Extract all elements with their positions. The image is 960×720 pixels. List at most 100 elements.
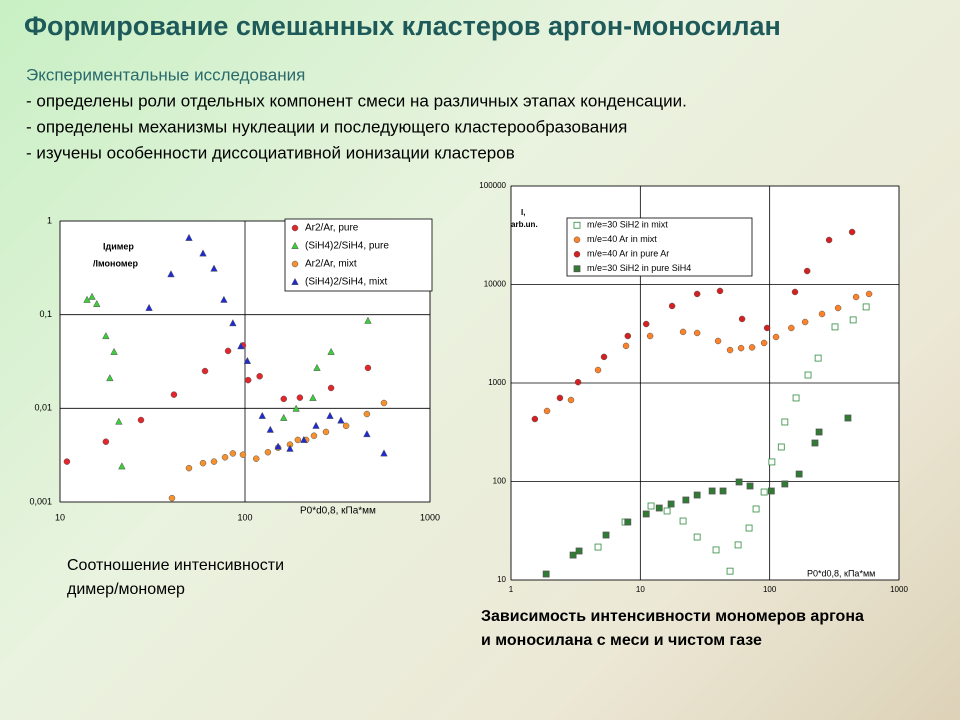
y-tick-label: 0,1 [39, 309, 52, 319]
legend-marker [573, 251, 581, 258]
annotation: I, [521, 208, 525, 217]
point [712, 546, 720, 554]
point [106, 374, 114, 382]
point [243, 356, 252, 364]
y-tick-label: 100 [493, 477, 507, 486]
point [229, 450, 237, 457]
point [767, 487, 775, 495]
point [543, 407, 551, 415]
caption: Соотношение интенсивности [67, 557, 284, 574]
point [737, 344, 745, 352]
point [815, 428, 823, 436]
point [818, 310, 826, 318]
legend-marker [573, 236, 581, 243]
subtitle: Экспериментальные исследования [26, 65, 305, 84]
point [788, 324, 795, 332]
point [734, 541, 742, 549]
point [312, 421, 320, 429]
bullet: - изучены особенности диссоциативной ион… [26, 143, 515, 162]
y-tick-label: 1 [47, 215, 52, 225]
point [556, 394, 564, 402]
point [844, 414, 852, 422]
point [327, 384, 335, 392]
legend-label: Ar2/Ar, mixt [305, 259, 357, 270]
legend-marker [573, 265, 581, 273]
point [63, 458, 71, 465]
point [118, 462, 126, 470]
point [594, 366, 602, 374]
legend-label: m/e=40 Ar in mixt [587, 234, 657, 244]
point [602, 531, 610, 539]
point [327, 347, 335, 355]
point [310, 432, 318, 439]
point [220, 295, 228, 303]
legend-marker [291, 277, 299, 285]
point [748, 344, 756, 351]
y-tick-label: 100000 [479, 181, 506, 190]
point [531, 415, 539, 423]
point [726, 346, 734, 354]
point [726, 567, 734, 575]
point [693, 290, 701, 298]
point [280, 413, 288, 421]
point [224, 347, 232, 355]
y-tick-label: 0,001 [29, 496, 52, 506]
point [663, 507, 671, 515]
point [646, 332, 654, 340]
x-tick-label: 10 [55, 512, 65, 522]
point [735, 478, 743, 486]
point [167, 270, 175, 278]
point [380, 399, 388, 407]
point [865, 290, 873, 298]
caption: и моносилана с меси и чистом газе [481, 632, 762, 649]
x-tick-label: 100 [763, 585, 777, 594]
point [667, 500, 675, 508]
point [258, 411, 266, 419]
point [624, 518, 632, 526]
point [569, 551, 577, 559]
point [322, 428, 330, 436]
point [811, 439, 819, 447]
point [363, 430, 371, 438]
point [693, 491, 701, 499]
point [781, 480, 789, 488]
point [88, 292, 96, 300]
point [738, 315, 746, 323]
point [852, 293, 860, 301]
point [682, 496, 690, 504]
point [337, 416, 345, 424]
point [668, 302, 676, 310]
point [102, 331, 110, 340]
point [274, 442, 282, 450]
point [814, 354, 822, 362]
point [760, 488, 768, 496]
point [170, 391, 178, 398]
point [237, 342, 245, 350]
point [363, 410, 371, 418]
point [575, 547, 583, 555]
x-tick-label: 100 [237, 512, 252, 522]
point [168, 494, 176, 502]
point [244, 376, 252, 384]
point [693, 533, 701, 541]
point [229, 319, 237, 327]
point [286, 444, 294, 452]
x-tick-label: 1000 [890, 585, 908, 594]
point [102, 438, 110, 445]
point [185, 233, 193, 241]
legend-marker [573, 221, 581, 229]
point [714, 337, 722, 345]
point [781, 418, 789, 426]
legend-marker [291, 260, 299, 268]
point [831, 323, 839, 331]
y-tick-label: 1000 [488, 378, 506, 387]
x-tick-label: 1 [509, 585, 514, 594]
point [752, 505, 760, 513]
point [300, 435, 308, 443]
point [642, 320, 650, 328]
point [768, 458, 776, 466]
point [115, 417, 123, 425]
caption: Зависимость интенсивности мономеров арго… [481, 608, 864, 625]
